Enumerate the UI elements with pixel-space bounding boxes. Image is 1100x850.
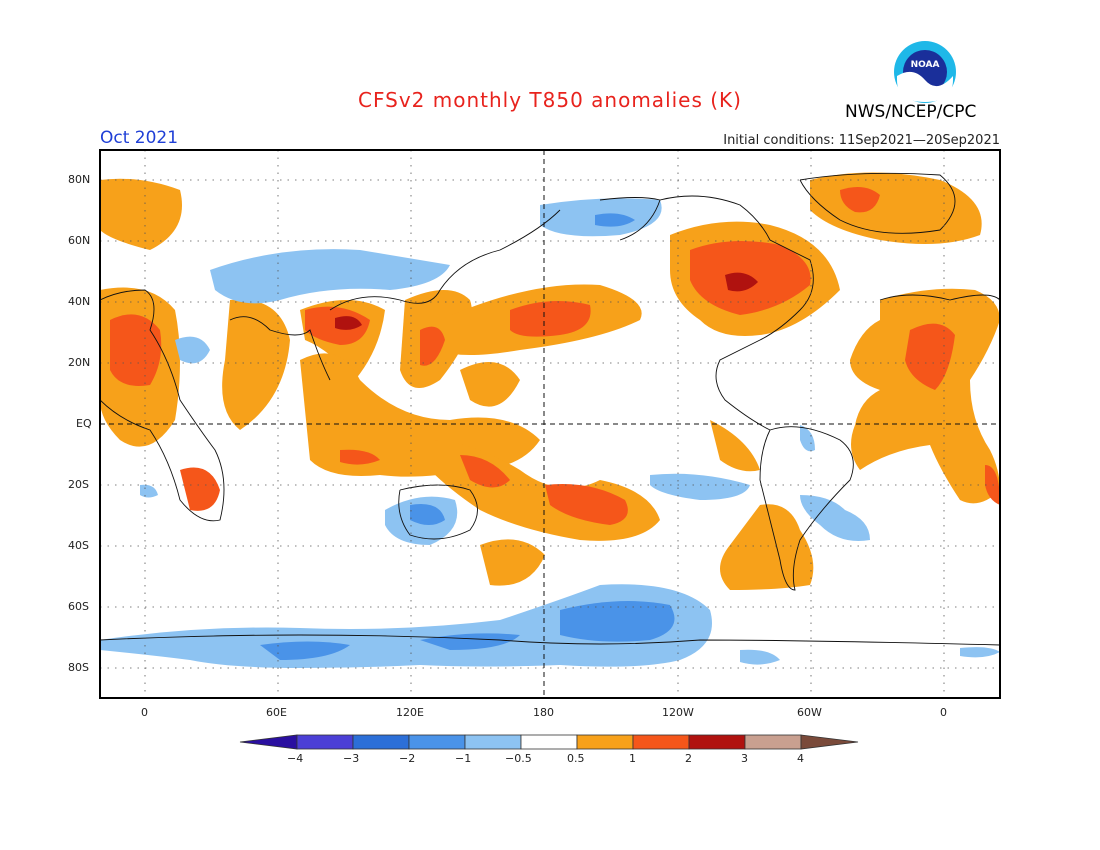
colorbar-bin (632, 734, 690, 750)
lat-label: 40S (68, 539, 89, 552)
colorbar-low-arrow (239, 734, 298, 750)
colorbar-label: 3 (741, 752, 748, 765)
colorbar-high-arrow (800, 734, 859, 750)
lat-label: 20N (68, 356, 91, 369)
lon-label: 60E (266, 706, 287, 719)
lat-label: 60N (68, 234, 91, 247)
forecast-month: Oct 2021 (100, 128, 179, 148)
lat-label: 80S (68, 661, 89, 674)
lat-label: 40N (68, 295, 91, 308)
colorbar-label: −0.5 (505, 752, 532, 765)
colorbar-label: −1 (455, 752, 472, 765)
lat-label: 60S (68, 600, 89, 613)
map-title: CFSv2 monthly T850 anomalies (K) (358, 88, 742, 112)
lon-label: 60W (797, 706, 822, 719)
colorbar-bin (520, 734, 578, 750)
colorbar-label: 2 (685, 752, 692, 765)
noaa-logo-text: NOAA (911, 60, 940, 70)
reference-lines (100, 150, 1000, 698)
graticule (100, 150, 1000, 698)
colorbar-bin (576, 734, 634, 750)
lat-label: EQ (76, 417, 92, 430)
colorbar-label: 4 (797, 752, 804, 765)
colorbar-bin (352, 734, 410, 750)
colorbar-label: −4 (287, 752, 304, 765)
lat-label: 80N (68, 173, 91, 186)
colorbar-label: 1 (629, 752, 636, 765)
very-strong-positive-anomaly-areas (335, 272, 758, 330)
colorbar-label: −2 (399, 752, 416, 765)
lat-label: 20S (68, 478, 89, 491)
organization-label: NWS/NCEP/CPC (845, 102, 977, 122)
colorbar-label: 0.5 (567, 752, 585, 765)
lon-label: 0 (141, 706, 148, 719)
noaa-logo: NOAA (894, 41, 956, 103)
colorbar-bin (296, 734, 354, 750)
strong-positive-anomaly-areas (110, 186, 1000, 525)
colorbar-bin (464, 734, 522, 750)
strong-negative-anomaly-areas (260, 213, 675, 660)
colorbar-bin (688, 734, 746, 750)
coastlines (100, 172, 1000, 646)
lon-label: 120W (662, 706, 694, 719)
colorbar-bin (408, 734, 466, 750)
anomaly-fields (100, 172, 1000, 668)
negative-anomaly-areas (100, 198, 1000, 668)
colorbar (239, 734, 859, 750)
colorbar-bin (744, 734, 802, 750)
lon-label: 0 (940, 706, 947, 719)
lon-label: 180 (533, 706, 554, 719)
map-frame (99, 149, 1001, 699)
initial-conditions: Initial conditions: 11Sep2021—20Sep2021 (723, 133, 1000, 148)
lon-label: 120E (396, 706, 424, 719)
colorbar-label: −3 (343, 752, 360, 765)
